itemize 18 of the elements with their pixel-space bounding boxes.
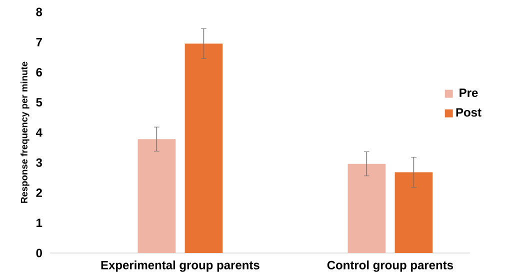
bar [394,172,433,253]
x-tick-label: Experimental group parents [101,260,260,272]
y-tick-label: 5 [36,98,42,107]
y-tick-label: 2 [36,188,42,197]
bar [348,164,386,253]
bar [138,139,176,253]
y-tick-label: 0 [36,248,42,258]
legend-label: Post [456,108,482,117]
x-tick-label: Control group parents [327,260,454,272]
y-tick-label: 4 [36,128,42,137]
bar [184,44,223,253]
y-tick-label: 6 [36,68,42,76]
y-tick-label: 3 [36,158,42,167]
y-tick-label: 7 [36,38,42,46]
y-tick-label: 8 [36,8,42,16]
y-axis-title: Response frequency per minute [20,62,30,203]
y-tick-label: 1 [36,218,42,227]
legend-label: Pre [460,88,478,98]
